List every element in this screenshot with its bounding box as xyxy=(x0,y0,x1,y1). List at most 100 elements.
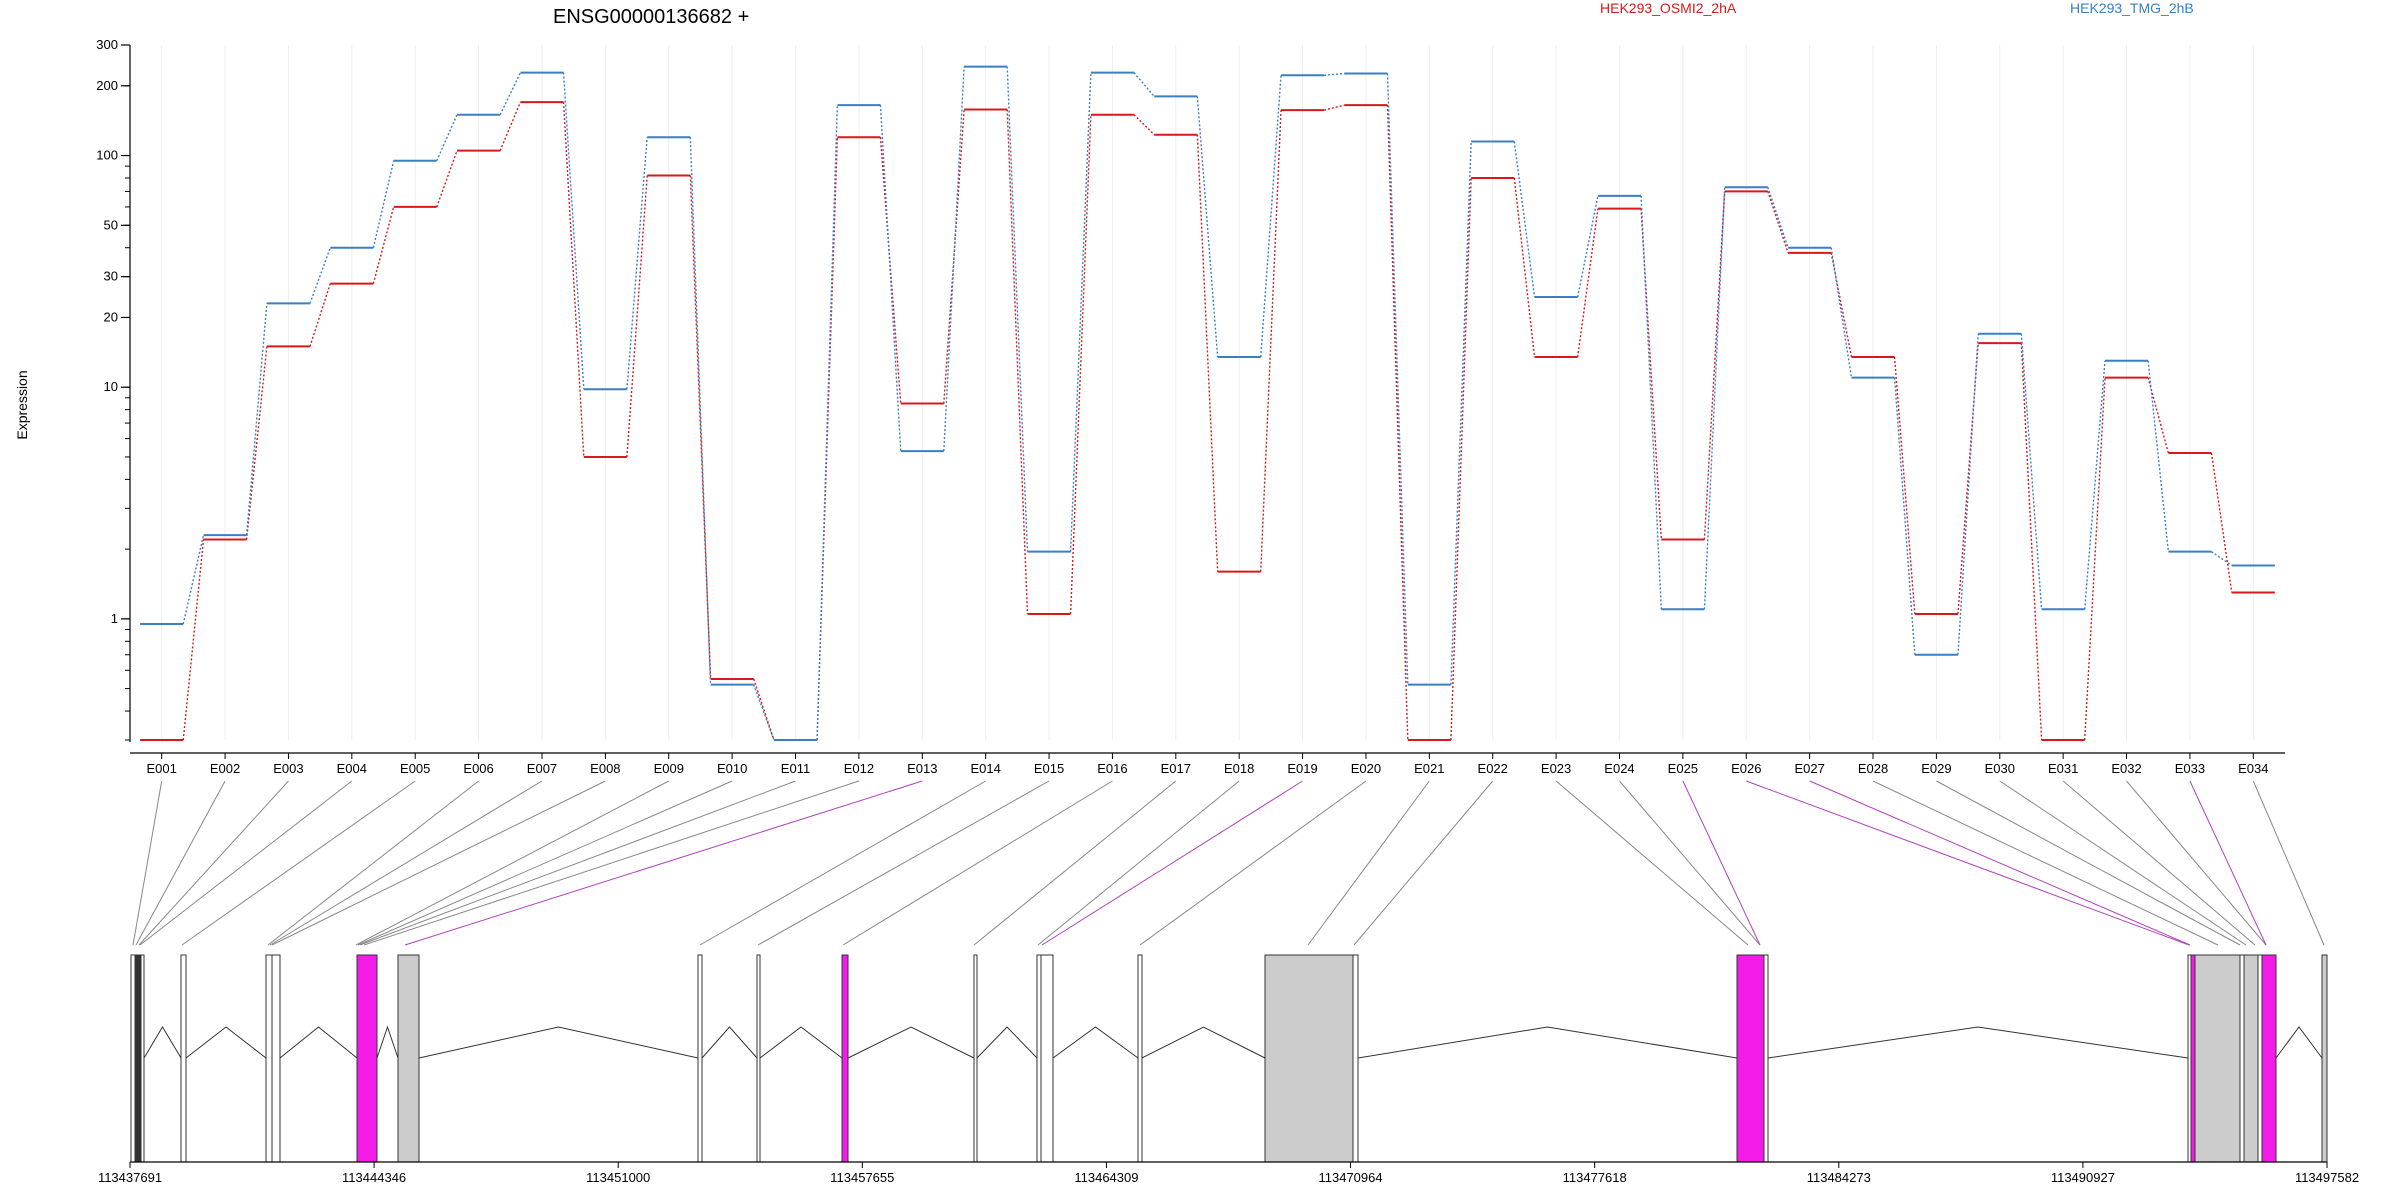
series-connector xyxy=(2020,333,2043,610)
series-connector xyxy=(436,114,458,161)
series-connector xyxy=(1893,356,1916,615)
series-connector xyxy=(182,539,205,741)
x-tick-label: E032 xyxy=(2111,761,2141,776)
series-connector xyxy=(879,105,902,452)
coordinate-axis: 113437691 113444346 113451000 113457655 1134… xyxy=(98,1161,2359,1185)
series-0 xyxy=(140,101,2275,741)
exon-connector xyxy=(359,780,796,946)
x-axis: E001 E002 E003 E004 E005 E006 E007 E008 E009 E010… xyxy=(130,752,2285,776)
exon-connector xyxy=(1307,780,1430,946)
exon-block xyxy=(1137,954,1143,1163)
intron-line xyxy=(759,1026,843,1059)
series-connector xyxy=(1957,343,1979,615)
series-connector xyxy=(2211,551,2233,567)
y-tick-label: 20 xyxy=(104,309,118,324)
intron-line xyxy=(1141,1026,1266,1059)
series-connector xyxy=(1006,109,1029,614)
series-connector xyxy=(1260,110,1282,572)
series-connector xyxy=(1069,72,1092,552)
y-tick-label: 1 xyxy=(111,611,118,626)
exon-block xyxy=(756,954,761,1163)
x-tick-label: E023 xyxy=(1541,761,1571,776)
series-connector xyxy=(1324,72,1345,76)
series-connector xyxy=(1133,72,1155,97)
y-tick-label: 200 xyxy=(96,78,118,93)
series-connector xyxy=(2147,360,2170,552)
y-tick-label: 300 xyxy=(96,37,118,52)
exon-connector xyxy=(757,780,1050,946)
series-connector xyxy=(1323,104,1345,111)
series-connector xyxy=(1957,333,1979,655)
x-tick-label: E007 xyxy=(527,761,557,776)
exon-block xyxy=(1736,954,1765,1163)
exon-connector xyxy=(2252,780,2325,946)
series-connector xyxy=(1893,377,1916,655)
exon-block xyxy=(271,954,281,1163)
series-connector xyxy=(1830,252,1853,358)
exon-block xyxy=(841,954,849,1163)
x-tick-label: E014 xyxy=(970,761,1000,776)
x-tick-label: E015 xyxy=(1034,761,1064,776)
grid xyxy=(161,45,2254,740)
exon-block xyxy=(1352,954,1359,1163)
series-connector xyxy=(1513,177,1536,358)
series-connector xyxy=(2084,377,2106,741)
x-tick-label: E034 xyxy=(2238,761,2268,776)
coord-tick-label: 113470964 xyxy=(1319,1170,1383,1185)
series-connector xyxy=(309,283,331,347)
x-tick-label: E010 xyxy=(717,761,747,776)
exon-connector xyxy=(842,780,1113,946)
exon-connector xyxy=(139,780,353,946)
x-tick-label: E028 xyxy=(1858,761,1888,776)
x-tick-label: E031 xyxy=(2048,761,2078,776)
x-tick-label: E027 xyxy=(1794,761,1824,776)
x-tick-label: E016 xyxy=(1097,761,1127,776)
series-connector xyxy=(372,160,395,248)
series-1 xyxy=(140,65,2275,741)
series-connector xyxy=(1133,114,1155,136)
exon-block xyxy=(1264,954,1354,1163)
exon-connector xyxy=(1619,780,1761,946)
exon-block xyxy=(1040,954,1054,1163)
series-connector xyxy=(499,101,522,151)
exon-connector xyxy=(138,780,289,946)
intron-line xyxy=(279,1026,358,1059)
series-connector xyxy=(245,303,268,536)
series-connector xyxy=(182,534,205,625)
series-connector xyxy=(1767,186,1789,248)
series-connector xyxy=(562,102,585,457)
x-tick-label: E008 xyxy=(590,761,620,776)
exon-block xyxy=(973,954,978,1163)
series-connector xyxy=(436,150,458,208)
series-connector xyxy=(689,175,712,680)
series-connector xyxy=(816,105,839,741)
x-tick-label: E006 xyxy=(463,761,493,776)
x-tick-label: E005 xyxy=(400,761,430,776)
series-connector xyxy=(1450,141,1472,685)
exon-connector xyxy=(2062,780,2256,946)
exon-block xyxy=(2194,954,2241,1163)
legend-entry-tmg: HEK293_TMG_2hB xyxy=(2070,0,2194,16)
series-connector xyxy=(372,206,395,284)
exon-connector xyxy=(1809,780,2191,946)
intron-line xyxy=(1357,1026,1738,1059)
exon-block xyxy=(180,954,187,1163)
intron-line xyxy=(376,1025,399,1059)
exon-connector xyxy=(404,780,923,946)
series-connector xyxy=(1830,247,1853,378)
exon-block xyxy=(140,954,145,1163)
series-connector xyxy=(1069,114,1092,614)
coord-tick-label: 113457655 xyxy=(830,1170,894,1185)
exon-block xyxy=(2261,954,2277,1163)
exon-connector xyxy=(1999,780,2247,946)
y-tick-label: 10 xyxy=(104,379,118,394)
intron-line xyxy=(701,1026,758,1059)
exon-connector xyxy=(1682,780,1761,946)
series-connector xyxy=(562,72,585,390)
exon-connector xyxy=(355,780,669,946)
coord-tick-label: 113451000 xyxy=(586,1170,650,1185)
exon-block xyxy=(2190,954,2196,1163)
exon-block xyxy=(2321,954,2328,1163)
exon-block xyxy=(130,954,136,1163)
